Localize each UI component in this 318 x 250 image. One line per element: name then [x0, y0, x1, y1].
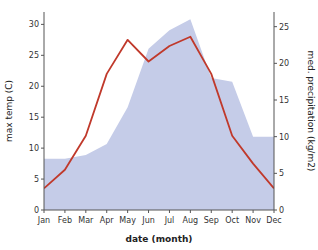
y-tick-label: 15: [29, 113, 39, 122]
y-axis-label: max temp (C): [4, 80, 14, 142]
x-tick-label: Jun: [141, 216, 155, 225]
y2-tick-label: 25: [279, 23, 289, 32]
y-tick: [41, 117, 44, 118]
y-tick-label: 20: [29, 82, 39, 91]
x-tick-label: Sep: [204, 216, 219, 225]
y2-tick: [274, 173, 277, 174]
y-tick: [41, 210, 44, 211]
x-tick-label: Dec: [266, 216, 281, 225]
x-tick-label: Nov: [245, 216, 261, 225]
x-tick-label: Jan: [37, 216, 50, 225]
temp-line: [44, 37, 274, 189]
x-tick: [85, 210, 86, 213]
x-tick: [211, 210, 212, 213]
x-axis-label: date (month): [126, 234, 193, 244]
y2-tick-label: 15: [279, 96, 289, 105]
x-tick-label: Mar: [78, 216, 94, 225]
x-tick-label: Jul: [164, 216, 175, 225]
x-tick-label: Feb: [58, 216, 72, 225]
x-tick: [232, 210, 233, 213]
x-tick: [190, 210, 191, 213]
y2-tick: [274, 26, 277, 27]
y-axis-line: [44, 12, 45, 210]
y2-tick: [274, 100, 277, 101]
y2-tick: [274, 210, 277, 211]
x-tick: [148, 210, 149, 213]
y-tick: [41, 24, 44, 25]
y-tick-label: 5: [34, 175, 39, 184]
y2-tick: [274, 63, 277, 64]
x-axis-line: [44, 210, 274, 211]
x-tick-label: May: [119, 216, 136, 225]
y-tick-label: 30: [29, 20, 39, 29]
y-tick-label: 0: [34, 206, 39, 215]
y-tick: [41, 55, 44, 56]
y2-tick-label: 0: [279, 206, 284, 215]
x-tick: [253, 210, 254, 213]
precip-area: [44, 19, 274, 210]
y2-tick: [274, 136, 277, 137]
x-tick: [127, 210, 128, 213]
y-tick: [41, 86, 44, 87]
x-tick-label: Apr: [100, 216, 115, 225]
y-tick-label: 10: [29, 144, 39, 153]
x-tick: [169, 210, 170, 213]
x-tick: [64, 210, 65, 213]
y-tick: [41, 179, 44, 180]
y2-axis-label: med. precipitation (kg/m2): [306, 51, 316, 172]
plot-area: [44, 19, 274, 210]
x-tick-label: Aug: [183, 216, 199, 225]
chart-svg: JanFebMarAprMayJunJulAugSepOctNovDec0510…: [0, 0, 318, 250]
y2-tick-label: 5: [279, 169, 284, 178]
y2-tick-label: 10: [279, 133, 289, 142]
y2-axis-line: [274, 12, 275, 210]
y-tick: [41, 148, 44, 149]
y-tick-label: 25: [29, 51, 39, 60]
x-tick: [106, 210, 107, 213]
y2-tick-label: 20: [279, 59, 289, 68]
chart-container: JanFebMarAprMayJunJulAugSepOctNovDec0510…: [0, 0, 318, 250]
x-tick-label: Oct: [225, 216, 239, 225]
